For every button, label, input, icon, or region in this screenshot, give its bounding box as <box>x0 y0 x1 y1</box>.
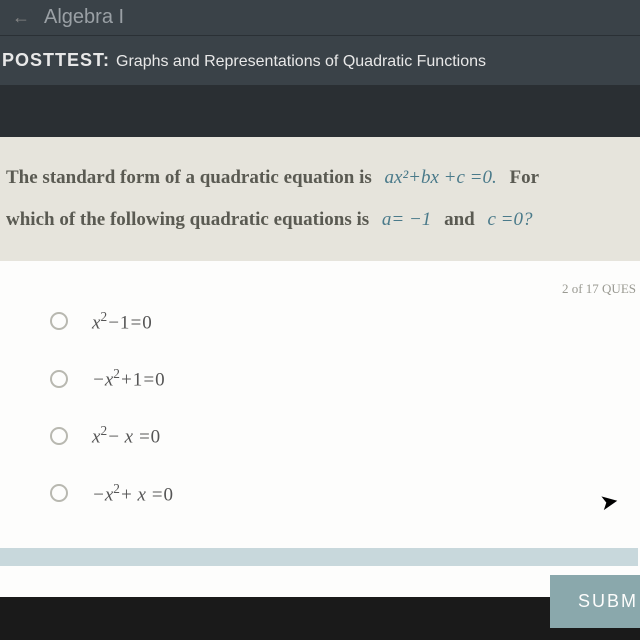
answer-area: 2 of 17 QUES x2−1=0 −x2+1=0 x2− x =0 −x2… <box>0 261 640 597</box>
option-3-text: x2− x =0 <box>92 423 160 448</box>
question-text: The standard form of a quadratic equatio… <box>0 137 640 261</box>
posttest-header: POSTTEST: Graphs and Representations of … <box>0 36 640 85</box>
option-1-text: x2−1=0 <box>92 309 152 334</box>
question-counter: 2 of 17 QUES <box>562 281 636 297</box>
question-formula2: a= −1 <box>374 209 439 230</box>
progress-bar <box>0 548 638 566</box>
option-1[interactable]: x2−1=0 <box>50 309 640 334</box>
radio-icon[interactable] <box>50 484 68 502</box>
question-line1-pre: The standard form of a quadratic equatio… <box>6 167 372 188</box>
option-2-text: −x2+1=0 <box>92 366 165 391</box>
back-icon[interactable]: ← <box>12 7 30 28</box>
question-mid: and <box>444 209 475 230</box>
submit-button[interactable]: SUBM <box>550 575 640 628</box>
radio-icon[interactable] <box>50 427 68 445</box>
spacer <box>0 85 640 137</box>
cursor-icon: ➤ <box>597 487 620 516</box>
course-header: ← Algebra I <box>0 0 640 36</box>
question-line2-pre: which of the following quadratic equatio… <box>6 209 369 230</box>
option-3[interactable]: x2− x =0 <box>50 423 640 448</box>
option-2[interactable]: −x2+1=0 <box>50 366 640 391</box>
posttest-label: POSTTEST: <box>2 50 110 71</box>
posttest-title: Graphs and Representations of Quadratic … <box>116 53 486 71</box>
question-line1-post: For <box>510 167 540 188</box>
radio-icon[interactable] <box>50 370 68 388</box>
option-4[interactable]: −x2+ x =0 <box>50 481 640 506</box>
course-title: Algebra I <box>44 6 124 29</box>
radio-icon[interactable] <box>50 312 68 330</box>
footer: SUBM <box>0 548 640 628</box>
options-list: x2−1=0 −x2+1=0 x2− x =0 −x2+ x =0 <box>0 309 640 506</box>
option-4-text: −x2+ x =0 <box>92 481 173 506</box>
question-formula1: ax²+bx +c =0. <box>377 167 505 188</box>
question-formula3: c =0? <box>479 209 540 230</box>
